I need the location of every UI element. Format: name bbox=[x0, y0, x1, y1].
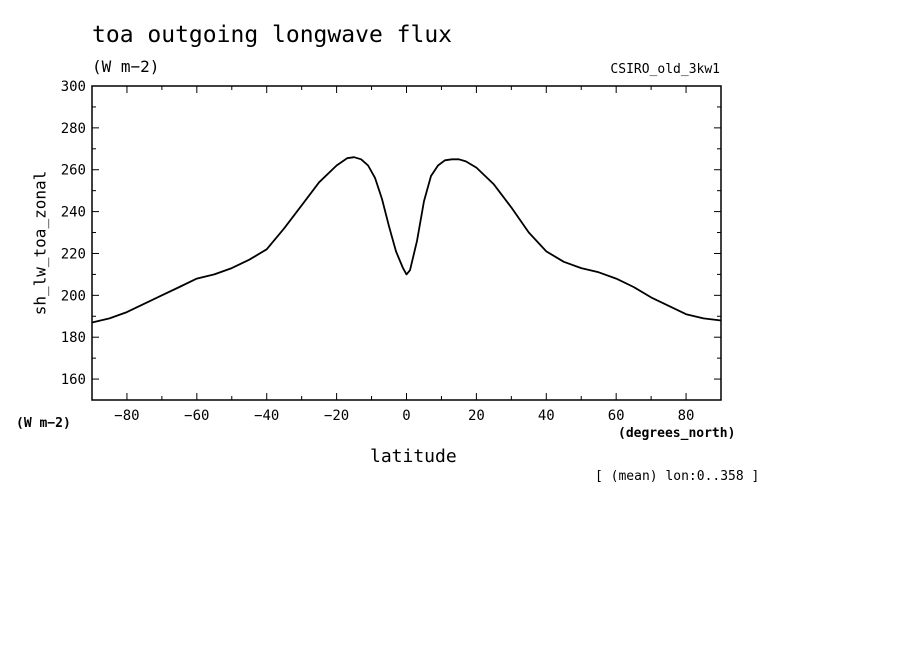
series-lines bbox=[91, 156, 722, 324]
y-tick-label: 220 bbox=[61, 246, 86, 262]
tick-labels: −80 −60 −40 −20 0 20 40 60 80 160 180 200 220 240 260 2… bbox=[61, 79, 695, 424]
x-tick-label: 60 bbox=[608, 408, 625, 424]
y-axis-units: (W m−2) bbox=[16, 416, 71, 431]
model-name: CSIRO_old_3kw1 bbox=[610, 62, 720, 77]
x-tick-label: −60 bbox=[184, 408, 209, 424]
x-tick-label: 0 bbox=[402, 408, 410, 424]
y-tick-label: 240 bbox=[61, 205, 86, 221]
y-tick-label: 260 bbox=[61, 163, 86, 179]
x-axis-label: latitude bbox=[370, 446, 457, 467]
x-tick-label: 20 bbox=[468, 408, 485, 424]
y-tick-label: 280 bbox=[61, 121, 86, 137]
x-tick-label: 80 bbox=[678, 408, 695, 424]
x-tick-label: 40 bbox=[538, 408, 555, 424]
plot-frame bbox=[91, 85, 722, 401]
axis-ticks bbox=[91, 85, 722, 401]
y-tick-label: 300 bbox=[61, 79, 86, 95]
x-tick-label: −80 bbox=[114, 408, 139, 424]
y-tick-label: 160 bbox=[61, 372, 86, 388]
chart-units: (W m−2) bbox=[92, 57, 160, 76]
chart-title: toa outgoing longwave flux bbox=[92, 22, 453, 48]
x-axis-units: (degrees_north) bbox=[618, 426, 736, 441]
y-tick-label: 180 bbox=[61, 330, 86, 346]
y-tick-label: 200 bbox=[61, 288, 86, 304]
x-tick-label: −40 bbox=[254, 408, 279, 424]
averaging-note: [ (mean) lon:0..358 ] bbox=[595, 469, 760, 484]
x-tick-label: −20 bbox=[324, 408, 349, 424]
series-line-0 bbox=[91, 156, 722, 324]
